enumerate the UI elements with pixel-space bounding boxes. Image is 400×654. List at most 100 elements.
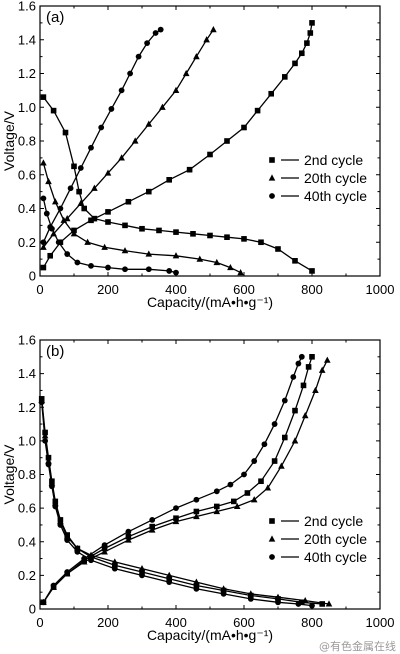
data-point-1-0-charge [305,364,312,370]
data-point-1-1-discharge [301,596,309,604]
data-point-1-0-charge [258,478,264,485]
data-point-1-0-discharge [299,599,305,606]
data-point-1-2-charge [251,458,258,464]
data-point-1-1-charge [213,507,221,515]
panel-label-0: (a) [46,9,64,26]
data-point-0-1-discharge [84,238,91,245]
data-point-1-0-discharge [139,569,145,575]
data-point-0-0-discharge [62,129,69,136]
data-point-0-1-charge [131,137,139,144]
data-point-1-2-charge [173,505,179,512]
data-point-1-1-charge [291,437,299,444]
data-point-1-1-charge [312,386,319,394]
data-point-0-0-discharge [156,227,162,234]
data-point-1-2-discharge [247,596,254,602]
data-point-0-1-charge [193,53,200,60]
data-point-1-0-charge [244,490,251,496]
data-point-0-0-charge [292,60,298,67]
data-point-1-2-charge [261,441,268,448]
legend-label-0-2: 40th cycle [304,188,367,204]
data-point-1-2-charge [81,555,88,562]
x-tick-label-0-5: 1000 [366,282,395,297]
y-tick-label-0-3: 0.6 [18,167,36,182]
data-point-1-2-charge [290,374,297,380]
legend-label-0-1: 20th cycle [304,170,367,186]
data-point-1-2-discharge [111,565,118,572]
data-point-0-1-discharge [101,243,108,250]
data-point-0-2-charge [127,70,133,77]
data-point-0-2-charge [157,26,164,33]
x-tick-label-1-1: 200 [97,615,119,630]
y-tick-label-0-6: 1.2 [18,66,36,81]
data-point-0-0-discharge [275,246,281,252]
data-point-1-2-charge [193,496,200,503]
data-point-1-2-charge [271,421,278,427]
series-line-0-1-charge [42,29,214,248]
data-point-1-1-discharge [247,590,255,597]
series-line-0-0-discharge [42,96,313,272]
data-point-1-2-charge [64,569,71,575]
y-tick-label-0-5: 1.0 [18,100,36,115]
data-point-1-0-discharge [319,601,325,607]
data-point-1-1-charge [264,484,272,491]
data-point-1-2-charge [241,471,247,478]
data-point-1-0-charge [292,407,298,414]
data-point-1-0-discharge [112,562,118,569]
data-point-0-1-charge [77,199,85,207]
data-point-0-2-charge [144,40,151,47]
data-point-1-2-charge [227,481,234,488]
data-point-0-1-charge [182,69,190,77]
data-point-0-2-discharge [145,266,152,273]
data-point-1-2-discharge [57,522,64,528]
data-point-0-0-discharge [207,232,213,239]
y-tick-label-1-3: 0.6 [18,501,36,516]
data-point-1-0-discharge [193,582,200,589]
legend-label-1-1: 20th cycle [304,531,367,547]
x-tick-label-1-3: 600 [233,615,255,630]
data-point-0-1-charge [63,215,71,222]
data-point-0-2-discharge [43,210,50,217]
data-point-0-0-discharge [105,219,111,225]
data-point-1-2-charge [149,516,156,523]
data-point-1-2-discharge [309,602,315,609]
y-tick-label-0-4: 0.8 [18,134,36,149]
data-point-0-2-charge [135,53,142,60]
legend-marker-0-1 [268,174,276,181]
data-point-1-1-discharge [165,571,173,578]
data-point-1-1-charge [318,366,326,373]
y-tick-label-1-8: 1.6 [18,333,36,348]
x-tick-label-0-3: 600 [233,282,255,297]
data-point-0-1-discharge [70,230,78,237]
data-point-0-0-charge [207,151,213,158]
data-point-1-1-discharge [274,593,282,600]
series-line-0-1-discharge [42,162,241,274]
legend-marker-1-1 [268,535,276,542]
data-point-0-2-discharge [64,251,71,257]
legend-label-1-0: 2nd cycle [304,513,363,529]
data-point-0-0-discharge [50,107,57,114]
data-point-0-2-charge [40,239,47,246]
data-point-0-0-charge [47,252,53,259]
y-tick-label-0-2: 0.4 [18,201,36,216]
y-tick-label-1-2: 0.4 [18,534,36,549]
legend-marker-0-2 [269,193,275,199]
data-point-1-0-charge [231,498,237,505]
data-point-1-1-discharge [220,585,227,592]
legend-marker-0-0 [269,157,275,163]
data-point-0-1-charge [145,120,153,127]
data-point-0-2-charge [57,205,64,212]
y-tick-label-1-4: 0.8 [18,467,36,482]
data-point-0-0-charge [268,90,274,97]
x-tick-label-0-0: 0 [36,282,43,297]
data-point-0-0-discharge [309,268,315,274]
data-point-1-2-charge [40,599,47,606]
data-point-1-1-charge [250,496,258,503]
data-point-0-1-discharge [45,177,52,185]
watermark-text: @有色金属在线 [319,639,396,653]
x-axis-label-1: Capacity/(mA•h•g⁻¹) [147,627,273,643]
data-point-1-0-discharge [166,575,172,582]
data-point-0-2-charge [77,165,84,171]
data-point-0-1-charge [210,26,217,33]
data-point-0-0-discharge [224,234,230,240]
